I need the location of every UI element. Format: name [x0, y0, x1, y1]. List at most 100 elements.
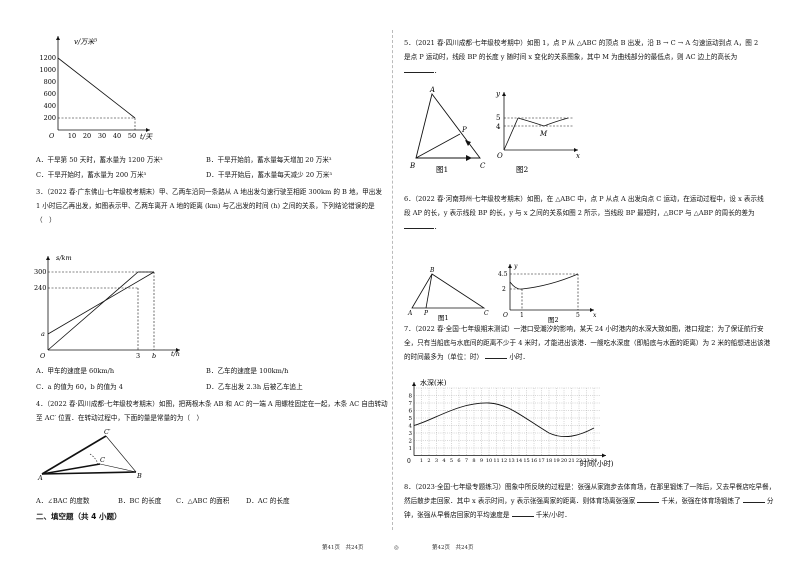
tide-graph-ytick: 3: [409, 431, 413, 437]
graph4-label-c2: C′: [104, 428, 111, 436]
q2-option-d: D．干旱开始后，蓄水量每天减少 20 万米³: [206, 171, 333, 179]
graph3-xb: b: [152, 352, 156, 360]
tide-graph-xtick: 23: [583, 458, 589, 464]
q8-mid2: 分钟，张强从早餐店回家的平均速度是: [404, 497, 774, 519]
q7-body: 7．（2022 春·全国·七年级期末测试）一港口受潮汐的影响，某天 24 小时港…: [404, 325, 771, 361]
q2-option-b: B．干旱开始前，蓄水量每天增加 20 万米³: [206, 156, 332, 164]
tide-graph-xtick: 18: [546, 458, 552, 464]
fig6-caption2: 图2: [548, 316, 559, 324]
graph1-ytick: 800: [44, 78, 56, 86]
tide-graph-ytick: 4: [409, 424, 413, 430]
q6-text: 6．（2022 春·河南郑州·七年级校考期末）如图，在 △ABC 中，点 P 从…: [404, 195, 764, 231]
tide-graph-xtick: 5: [450, 458, 453, 464]
fig5-graph-origin: O: [497, 152, 503, 160]
fig6-label-c: C: [484, 310, 489, 317]
q8-end: 千米/小时．: [535, 511, 571, 519]
tide-graph-xtick: 14: [516, 458, 522, 464]
graph1-xtick: 50: [128, 132, 136, 140]
left-column: v/万米³ t/天 O 1200 1000 800 600 400 200 10…: [28, 0, 388, 566]
fig5-graph-y5: 5: [496, 114, 500, 122]
fig6-graph-xlabel: x: [593, 312, 597, 319]
fig5-label-p: P: [461, 126, 467, 134]
graph1-xtick: 10: [68, 132, 76, 140]
footer-page-right: 第42页 共24页: [432, 545, 474, 551]
tide-graph-ytick: 5: [409, 416, 413, 422]
tide-graph-xtick: 2: [427, 458, 430, 464]
q8-text: 8．（2023·全国·七年级专题练习）图象中所反映的过程是：张强从家跑步去体育场…: [404, 480, 776, 522]
graph1-ytick: 400: [44, 102, 56, 110]
q3-option-b: B．乙车的速度是 100km/h: [206, 367, 289, 375]
q8-mid: 千米，张强在体育场锻炼了: [661, 497, 741, 505]
graph4-label-a: A: [37, 474, 43, 482]
q8-answer-blank-2[interactable]: [742, 495, 765, 503]
fig6-graph-x1: 1: [520, 312, 524, 319]
fig6-label-b: B: [429, 267, 435, 274]
fig6-caption1: 图1: [438, 314, 449, 322]
graph3-xlabel: t/h: [171, 350, 180, 358]
graph3-ya: a: [41, 330, 45, 338]
tide-graph-xtick: 11: [493, 458, 499, 464]
tide-graph: 水深(米) 时间(小时) 0 1 2 3 4 5 6 7 8 1 2 3 4 5…: [407, 378, 614, 468]
fig6-graph-origin: O: [503, 312, 508, 319]
tide-graph-ytick: 6: [409, 409, 413, 415]
q3-option-d: D．乙车出发 2.3h 后被乙车追上: [206, 383, 303, 391]
fig6-graph-y2: 2: [502, 286, 506, 293]
q8-answer-blank-3[interactable]: [511, 509, 534, 517]
tide-graph-xtick: 22: [576, 458, 582, 464]
fig6-graph: y x O 4.5 2 1 5 图2: [498, 263, 597, 324]
graph1-ytick: 1200: [39, 54, 56, 62]
tide-graph-xtick: 4: [442, 458, 445, 464]
tide-graph-xtick: 9: [480, 458, 483, 464]
fig5-triangle: A B C P 图1: [409, 86, 486, 174]
q4-text: 4．（2022 春·四川成都·七年级校考期末）如图，把两根木条 AB 和 AC …: [36, 400, 388, 422]
q8-body: 8．（2023·全国·七年级专题练习）图象中所反映的过程是：张强从家跑步去体育场…: [404, 483, 776, 505]
q7-unit: 小时．: [509, 353, 530, 361]
q6-body: 6．（2022 春·河南郑州·七年级校考期末）如图，在 △ABC 中，点 P 从…: [404, 195, 764, 217]
q8-answer-blank-1[interactable]: [637, 495, 660, 503]
q4-option-a: A．∠BAC 的度数: [36, 497, 90, 505]
graph1-xtick: 40: [113, 132, 121, 140]
tide-graph-xtick: 12: [501, 458, 507, 464]
q5-text: 5．（2021 春·四川成都·七年级校考期中）如图 1，点 P 从 △ABC 的…: [404, 39, 759, 75]
graph4-label-b: B: [136, 472, 142, 480]
graph1-ylabel: v/万米³: [74, 38, 97, 46]
q7-answer-blank[interactable]: [485, 351, 508, 359]
fig6-triangle: B A P C 图1: [407, 267, 489, 322]
graph3-x3: 3: [136, 352, 140, 360]
tide-graph-xtick: 3: [435, 458, 438, 464]
graph1-ytick: 1000: [39, 66, 56, 74]
fig5-label-a: A: [429, 86, 435, 94]
q6-answer-blank[interactable]: [404, 221, 434, 229]
tide-graph-origin: 0: [407, 458, 411, 465]
tide-graph-xtick: 6: [457, 458, 460, 464]
q2-option-c: C．干旱开始时，蓄水量为 200 万米³: [36, 171, 147, 179]
right-column: 5．（2021 春·四川成都·七年级校考期中）如图 1，点 P 从 △ABC 的…: [404, 0, 776, 566]
tide-graph-ytick: 8: [409, 394, 413, 400]
footer-circle-icon: ◎: [394, 545, 399, 551]
graph1-xlabel: t/天: [140, 133, 153, 141]
q3-option-c: C．a 的值为 60，b 的值为 4: [36, 383, 123, 391]
tide-graph-xtick: 7: [465, 458, 468, 464]
q3-option-a: A．甲车的速度是 60km/h: [36, 367, 115, 375]
fig6-graph-ylabel: y: [513, 263, 518, 270]
tide-graph-xlabel: 时间(小时): [580, 459, 614, 468]
q2-option-a: A．干旱第 50 天时，蓄水量为 1200 万米³: [36, 156, 163, 164]
q4-option-d: D．AC 的长度: [246, 497, 290, 505]
q4-option-b: B．BC 的长度: [118, 497, 162, 505]
fig6-graph-y45: 4.5: [498, 271, 508, 278]
fig5-graph-ylabel: y: [495, 90, 501, 98]
q5-body: 5．（2021 春·四川成都·七年级校考期中）如图 1，点 P 从 △ABC 的…: [404, 39, 759, 61]
graph3-origin: O: [40, 352, 46, 360]
graph4-label-c: C: [100, 456, 105, 464]
q7-text: 7．（2022 春·全国·七年级期末测试）一港口受潮汐的影响，某天 24 小时港…: [404, 322, 776, 364]
fig6-label-p: P: [423, 310, 429, 317]
tide-graph-xtick: 21: [568, 458, 574, 464]
car-distance-graph: s/km t/h O 300 240 a 3 b: [34, 254, 180, 360]
tide-graph-xtick: 10: [486, 458, 492, 464]
tide-graph-xtick: 17: [538, 458, 544, 464]
q5-answer-blank[interactable]: [404, 65, 434, 73]
fig5-label-c: C: [480, 162, 486, 170]
fig5-caption2: 图2: [516, 165, 528, 174]
storage-graph: v/万米³ t/天 O 1200 1000 800 600 400 200 10…: [39, 36, 153, 141]
tide-graph-ylabel: 水深(米): [420, 378, 447, 387]
